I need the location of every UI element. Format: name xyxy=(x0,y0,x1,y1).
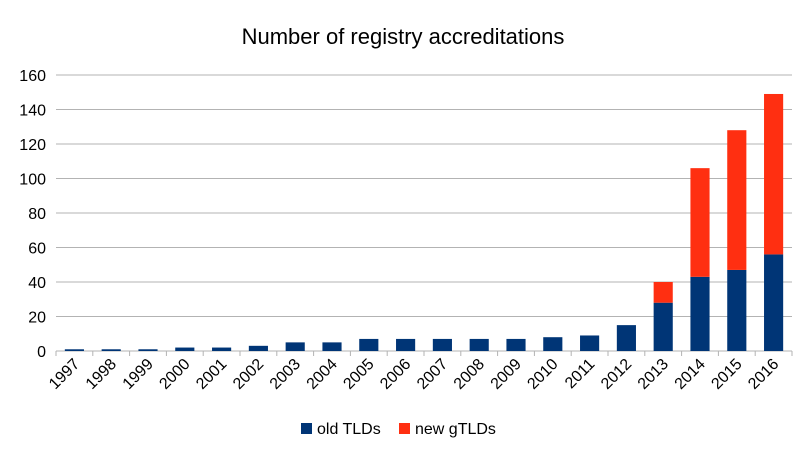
bars xyxy=(64,93,784,351)
legend-label-new-gtlds: new gTLDs xyxy=(415,421,496,438)
y-tick-labels: 0 20 40 60 80 100 120 140 160 xyxy=(19,68,46,361)
legend-swatch-new-gtlds xyxy=(399,423,410,434)
bar-old-tlds-2014 xyxy=(690,276,710,351)
bar-old-tlds-2007 xyxy=(432,338,452,351)
y-tick-label: 20 xyxy=(28,310,46,327)
bar-new-gtlds-2016 xyxy=(764,93,784,255)
x-tick-label: 2012 xyxy=(598,356,635,393)
legend: old TLDs new gTLDs xyxy=(301,421,496,438)
x-tick-label: 1997 xyxy=(46,356,83,393)
x-tick-label: 2011 xyxy=(562,356,598,392)
x-tick-label: 2000 xyxy=(156,356,193,393)
x-tick-label: 2005 xyxy=(340,356,377,393)
x-tick-label: 2001 xyxy=(193,356,230,393)
bar-old-tlds-2011 xyxy=(580,335,600,351)
x-tick-label: 1999 xyxy=(120,356,157,393)
x-tick-label: 2014 xyxy=(672,356,709,393)
y-tick-label: 100 xyxy=(19,172,46,189)
bar-new-gtlds-2014 xyxy=(690,168,710,277)
bar-old-tlds-1998 xyxy=(101,349,121,351)
bar-old-tlds-2001 xyxy=(212,347,232,351)
bar-old-tlds-2004 xyxy=(322,342,342,351)
legend-label-old-tlds: old TLDs xyxy=(317,421,381,438)
bar-new-gtlds-2013 xyxy=(653,282,673,303)
y-tick-label: 60 xyxy=(28,241,46,258)
bar-old-tlds-1997 xyxy=(64,349,84,351)
bar-old-tlds-2016 xyxy=(764,254,784,351)
x-tick-label: 2015 xyxy=(708,356,745,393)
chart-title: Number of registry accreditations xyxy=(242,24,565,49)
bar-old-tlds-1999 xyxy=(138,349,158,351)
x-tick-label: 2016 xyxy=(745,356,782,393)
x-tick-label: 2002 xyxy=(230,356,267,393)
bar-old-tlds-2008 xyxy=(469,338,489,351)
bar-old-tlds-2009 xyxy=(506,338,526,351)
bar-old-tlds-2012 xyxy=(616,325,636,351)
bar-old-tlds-2000 xyxy=(175,347,195,351)
x-tick-label: 2007 xyxy=(414,356,451,393)
bar-old-tlds-2002 xyxy=(248,345,268,351)
gridlines xyxy=(55,74,793,356)
x-tick-label: 2009 xyxy=(488,356,525,393)
y-tick-label: 120 xyxy=(19,137,46,154)
y-tick-label: 140 xyxy=(19,103,46,120)
bar-old-tlds-2006 xyxy=(396,338,416,351)
x-tick-label: 2004 xyxy=(304,356,341,393)
x-tick-label: 1998 xyxy=(83,356,120,393)
legend-swatch-old-tlds xyxy=(301,423,312,434)
bar-old-tlds-2013 xyxy=(653,302,673,351)
y-tick-label: 40 xyxy=(28,275,46,292)
y-tick-label: 80 xyxy=(28,206,46,223)
bar-old-tlds-2005 xyxy=(359,338,379,351)
bar-old-tlds-2003 xyxy=(285,342,305,351)
bar-new-gtlds-2015 xyxy=(727,130,747,270)
x-tick-labels: 1997 1998 1999 2000 2001 2002 2003 2004 2005 2006… xyxy=(46,356,782,393)
x-tick-label: 2003 xyxy=(267,356,304,393)
x-tick-label: 2006 xyxy=(377,356,414,393)
y-tick-label: 160 xyxy=(19,68,46,85)
x-tick-label: 2010 xyxy=(524,356,561,393)
x-tick-label: 2013 xyxy=(635,356,672,393)
bar-old-tlds-2015 xyxy=(727,269,747,351)
y-tick-label: 0 xyxy=(37,344,46,361)
x-tick-label: 2008 xyxy=(451,356,488,393)
bar-old-tlds-2010 xyxy=(543,337,563,351)
